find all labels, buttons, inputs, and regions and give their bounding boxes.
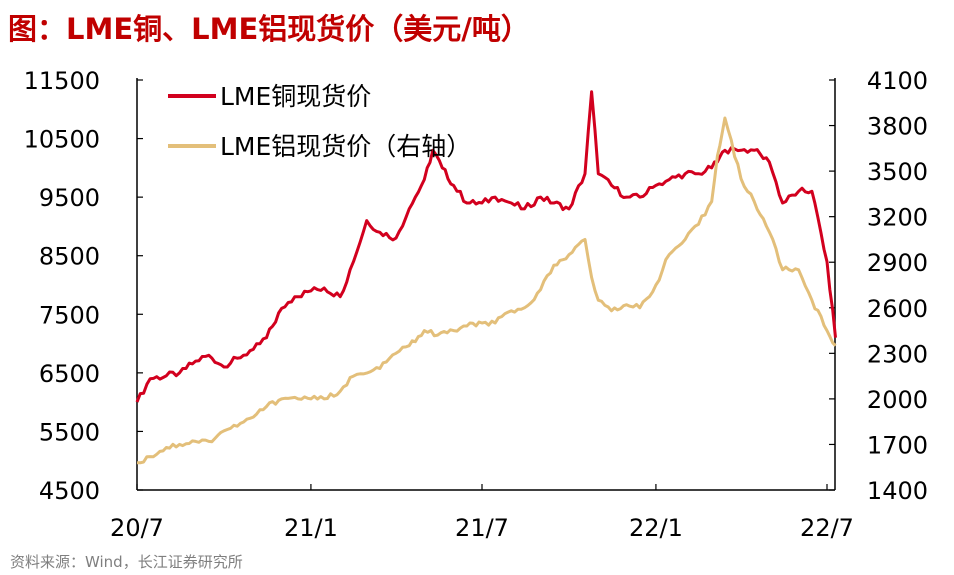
y-left-tick-label: 9500 bbox=[39, 184, 100, 212]
y-right-tick-label: 4100 bbox=[867, 67, 928, 95]
x-tick-label: 22/7 bbox=[800, 514, 854, 542]
y-left-tick-label: 11500 bbox=[24, 67, 100, 95]
series-line-aluminum bbox=[136, 116, 837, 465]
legend-label-aluminum: LME铝现货价（右轴） bbox=[220, 132, 471, 161]
y-right-tick-label: 3800 bbox=[867, 113, 928, 141]
y-right-tick-label: 2300 bbox=[867, 340, 928, 368]
y-right-tick-label: 2900 bbox=[867, 249, 928, 277]
y-left-tick-label: 10500 bbox=[24, 126, 100, 154]
y-right-tick-label: 1700 bbox=[867, 431, 928, 459]
x-tick-label: 21/1 bbox=[284, 514, 338, 542]
y-right-tick-label: 2000 bbox=[867, 386, 928, 414]
axes: 11500 10500 9500 8500 7500 6500 5500 4500 4100 38… bbox=[24, 67, 928, 542]
y-left-tick-label: 6500 bbox=[39, 360, 100, 388]
y-right-tick-label: 3200 bbox=[867, 204, 928, 232]
legend-label-copper: LME铜现货价 bbox=[220, 82, 371, 111]
x-tick-label: 20/7 bbox=[110, 514, 164, 542]
y-right-tick-label: 2600 bbox=[867, 295, 928, 323]
y-left-tick-label: 5500 bbox=[39, 418, 100, 446]
series-line-copper bbox=[135, 90, 837, 403]
y-right-tick-label: 3500 bbox=[867, 158, 928, 186]
legend: LME铜现货价 LME铝现货价（右轴） bbox=[168, 82, 471, 161]
y-left-tick-label: 8500 bbox=[39, 243, 100, 271]
y-left-tick-label: 4500 bbox=[39, 477, 100, 505]
y-left-tick-label: 7500 bbox=[39, 301, 100, 329]
series-group bbox=[135, 90, 837, 465]
y-right-tick-label: 1400 bbox=[867, 477, 928, 505]
source-note: 资料来源：Wind，长江证券研究所 bbox=[10, 553, 243, 571]
chart-title: 图：LME铜、LME铝现货价（美元/吨） bbox=[8, 12, 530, 46]
x-tick-label: 22/1 bbox=[629, 514, 683, 542]
x-tick-label: 21/7 bbox=[455, 514, 509, 542]
